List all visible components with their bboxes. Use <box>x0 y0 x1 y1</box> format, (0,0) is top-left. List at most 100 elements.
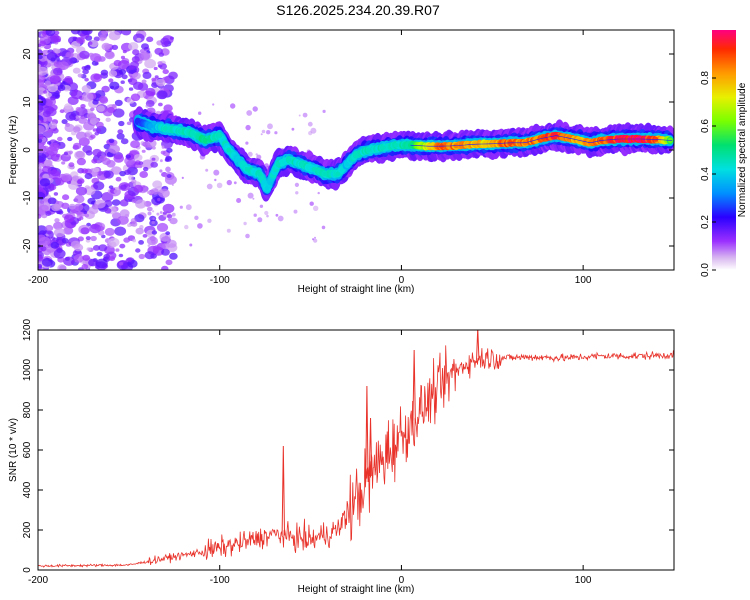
spectrogram-noise-blob <box>128 77 138 86</box>
spectrogram-noise-blob <box>92 128 98 132</box>
spectrogram-noise-blob <box>84 213 90 218</box>
spectrogram-noise-blob <box>81 264 89 270</box>
y-tick-label: -10 <box>22 190 33 205</box>
spectrogram-noise-point <box>302 112 308 118</box>
spectrogram-noise-blob <box>109 81 120 90</box>
spectrogram-noise-blob <box>45 30 56 37</box>
spectrogram-ridge-point <box>311 166 317 172</box>
spectrogram-noise-blob <box>40 204 49 212</box>
spectrogram-noise-blob <box>108 138 115 143</box>
spectrogram-noise-point <box>159 169 163 173</box>
spectrogram-noise-point <box>179 205 183 209</box>
snr-spike <box>281 445 286 536</box>
spectrogram-noise-blob <box>90 235 97 242</box>
spectrogram-ridge-point <box>257 171 263 177</box>
spectrogram-noise-blob <box>132 49 140 56</box>
spectrogram-noise-blob <box>38 125 45 135</box>
spectrogram-noise-blob <box>38 138 43 143</box>
colorbar-scale <box>712 30 736 270</box>
spectrogram-noise-point <box>321 225 326 230</box>
x-tick-label: -200 <box>28 275 48 286</box>
spectrogram-noise-point <box>243 221 247 226</box>
x-tick-label: -100 <box>210 275 230 286</box>
spectrogram-noise-blob <box>161 41 169 48</box>
spectrogram-ridge-point <box>202 137 208 143</box>
y-tick-label: 1000 <box>22 358 33 381</box>
spectrogram-noise-blob <box>137 82 149 91</box>
colorbar-tick-label: 0.8 <box>700 71 711 85</box>
spectrogram-noise-blob <box>94 55 102 63</box>
spectrogram-noise-blob <box>153 66 158 71</box>
spectrogram-noise-blob <box>150 188 159 195</box>
spectrogram-noise-blob <box>117 215 129 225</box>
spectrogram-noise-blob <box>146 36 154 43</box>
y-tick-label: 0 <box>22 147 33 153</box>
y-tick-label: 1200 <box>22 318 33 341</box>
spectrogram-noise-point <box>171 184 174 186</box>
spectrogram-x-ticks: -200 -100 0 100 <box>28 30 592 286</box>
spectrogram-noise-point <box>198 111 202 115</box>
spectrogram-noise-point <box>139 164 143 168</box>
spectrogram-noise-blob <box>81 92 94 102</box>
spectrogram-noise-blob <box>158 52 165 57</box>
spectrogram-noise-blob <box>93 36 100 42</box>
spectrogram-noise-blob <box>64 103 72 110</box>
spectrogram-noise-blob <box>146 236 158 246</box>
spectrogram-noise-blob <box>45 92 52 98</box>
spectrogram-noise-blob <box>110 166 122 175</box>
snr-y-ticks: 0 200 400 600 800 1000 1200 <box>22 318 674 573</box>
spectrogram-noise-blob <box>72 175 79 181</box>
spectrogram-noise-blob <box>73 203 84 212</box>
spectrogram-noise-point <box>277 215 284 222</box>
spectrogram-noise-blob <box>41 257 53 267</box>
spectrogram-noise-blob <box>57 264 67 270</box>
spectrogram-noise-blob <box>38 152 47 163</box>
spectrogram-ridge-point <box>177 128 183 134</box>
colorbar-tick-label: 0.6 <box>700 119 711 133</box>
spectrogram-noise-blob <box>42 173 50 180</box>
spectrogram-noise-blob <box>95 258 108 269</box>
spectrogram-ridge-point <box>344 161 350 167</box>
colorbar: 0.0 0.2 0.4 0.6 0.8 Normalized spectral ampl… <box>700 30 748 277</box>
spectrogram-noise-blob <box>38 66 48 76</box>
spectrogram-noise-blob <box>151 157 156 161</box>
spectrogram-noise-point <box>257 217 263 223</box>
spectrogram-noise-point <box>294 182 299 187</box>
spectrogram-noise-blob <box>47 197 57 205</box>
figure-title: S126.2025.234.20.39.R07 <box>276 2 440 18</box>
spectrogram-ridge-point <box>286 157 292 163</box>
spectrogram-noise-point <box>260 133 263 136</box>
spectrogram-noise-point <box>247 151 253 157</box>
spectrogram-noise-point <box>139 225 144 230</box>
spectrogram-noise-blob <box>38 49 43 56</box>
spectrogram-noise-blob <box>98 226 105 231</box>
spectrogram-noise-blob <box>72 67 81 74</box>
spectrogram-noise-blob <box>151 77 157 82</box>
spectrogram-noise-blob <box>76 36 85 44</box>
spectrogram-noise-blob <box>101 85 110 93</box>
spectrogram-noise-blob <box>53 192 59 196</box>
spectrogram-noise-blob <box>134 214 145 223</box>
spectrogram-noise-blob <box>101 30 109 35</box>
spectrogram-ridge-point <box>322 171 328 177</box>
spectrogram-noise-blob <box>47 230 52 235</box>
spectrogram-noise-blob <box>93 181 105 191</box>
spectrogram-noise-blob <box>45 211 52 216</box>
spectrogram-noise-blob <box>65 51 74 59</box>
spectrogram-noise-blob <box>56 210 61 215</box>
spectrogram-noise-blob <box>61 119 68 125</box>
spectrogram-y-ticks: -20 -10 0 10 20 <box>22 48 674 253</box>
spectrogram-noise-blob <box>96 105 105 112</box>
spectrogram-noise-blob <box>157 61 163 66</box>
spectrogram-noise-point <box>309 201 314 206</box>
spectrogram-noise-blob <box>165 259 173 266</box>
spectrogram-noise-point <box>189 243 193 247</box>
spectrogram-noise-blob <box>65 111 77 121</box>
spectrogram-noise-blob <box>78 116 88 124</box>
spectrogram-ridge-point <box>275 161 281 167</box>
spectrogram-noise-blob <box>126 121 132 126</box>
spectrogram-noise-blob <box>127 257 133 262</box>
spectrogram-noise-blob <box>38 134 44 140</box>
spectrogram-noise-blob <box>130 140 141 149</box>
spectrogram-noise-blob <box>75 151 85 158</box>
